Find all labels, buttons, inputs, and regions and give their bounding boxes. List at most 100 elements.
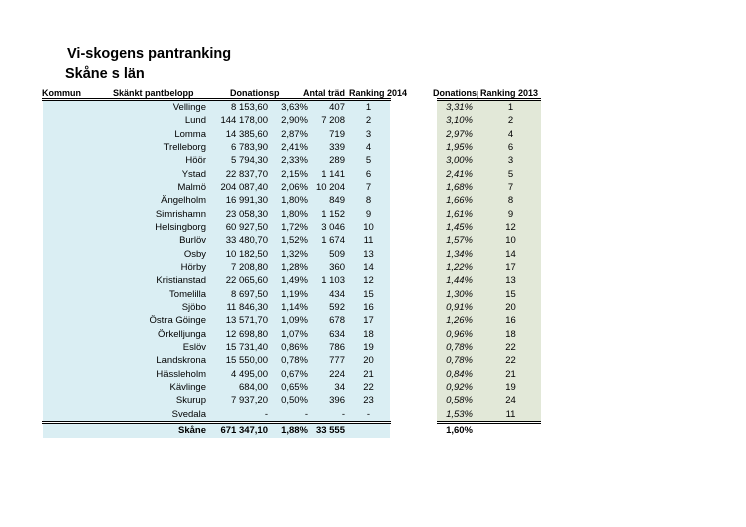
cell-donations-2014: 2,87% <box>281 128 308 140</box>
cell-donations-2013: 1,22% <box>446 261 473 273</box>
cell-donations-2013: 1,68% <box>446 181 473 193</box>
cell-kommun: Simrishamn <box>155 208 206 220</box>
cell-donations-2013: 3,10% <box>446 115 473 127</box>
total-divider-right <box>437 421 541 424</box>
cell-donations-2014: 1,49% <box>281 275 308 287</box>
cell-donations-2013: 0,78% <box>446 355 473 367</box>
cell-kommun: Vellinge <box>172 102 206 113</box>
cell-antal-trad: 786 <box>329 341 345 353</box>
cell-ranking-2014: 21 <box>363 368 374 380</box>
column-header-ranking-2014: Ranking 2014 <box>349 88 408 98</box>
cell-kommun: Trelleborg <box>163 141 206 153</box>
cell-donations-2014: 1,07% <box>281 328 308 340</box>
cell-kommun: Ystad <box>181 168 206 180</box>
cell-donations-2013: 1,44% <box>446 275 473 287</box>
total-donations-2014: 1,88% <box>281 425 308 436</box>
cell-antal-trad: 634 <box>329 328 345 340</box>
cell-ranking-2014: - <box>366 408 371 420</box>
cell-donations-2013: 0,58% <box>446 395 473 407</box>
cell-pantbelopp: 15 550,00 <box>225 355 268 367</box>
cell-ranking-2013: 9 <box>507 208 514 220</box>
cell-kommun: Svedala <box>171 408 206 420</box>
column-header-kommun: Kommun <box>42 88 81 98</box>
cell-ranking-2014: 20 <box>363 355 374 367</box>
cell-donations-2014: 1,28% <box>281 261 308 273</box>
cell-ranking-2013: 2 <box>507 115 514 127</box>
cell-ranking-2013: 13 <box>505 275 516 287</box>
cell-donations-2013: 0,78% <box>446 341 473 353</box>
cell-ranking-2013: 21 <box>505 368 516 380</box>
cell-antal-trad: 3 046 <box>321 221 345 233</box>
total-pantbelopp: 671 347,10 <box>220 425 268 436</box>
cell-kommun: Tomelilla <box>169 288 206 300</box>
header-divider-main <box>42 98 391 101</box>
cell-kommun: Helsingborg <box>155 221 206 233</box>
cell-antal-trad: 289 <box>329 155 345 167</box>
cell-donations-2014: 1,19% <box>281 288 308 300</box>
total-row: Skåne 671 347,10 1,88% 33 555 <box>43 424 390 438</box>
cell-pantbelopp: 16 991,30 <box>225 195 268 207</box>
cell-antal-trad: 396 <box>329 395 345 407</box>
cell-donations-2014: - <box>304 408 308 420</box>
cell-donations-2013: 0,84% <box>446 368 473 380</box>
cell-antal-trad: 360 <box>329 261 345 273</box>
cell-donations-2013: 1,95% <box>446 141 473 153</box>
cell-ranking-2013: 16 <box>505 315 516 327</box>
cell-kommun: Höör <box>185 155 206 167</box>
cell-ranking-2014: 3 <box>365 128 372 140</box>
page-subtitle: Skåne s län <box>65 66 145 82</box>
cell-pantbelopp: 13 571,70 <box>225 315 268 327</box>
cell-kommun: Örkelljunga <box>157 328 206 340</box>
cell-donations-2013: 2,97% <box>446 128 473 140</box>
cell-kommun: Hörby <box>180 261 206 273</box>
cell-kommun: Landskrona <box>156 355 206 367</box>
cell-ranking-2013: 1 <box>507 102 514 113</box>
cell-pantbelopp: 60 927,50 <box>225 221 268 233</box>
cell-donations-2014: 0,78% <box>281 355 308 367</box>
cell-donations-2014: 2,90% <box>281 115 308 127</box>
cell-ranking-2014: 9 <box>365 208 372 220</box>
column-header-pantbelopp: Skänkt pantbelopp <box>113 88 194 98</box>
cell-pantbelopp: - <box>264 408 268 420</box>
cell-ranking-2014: 18 <box>363 328 374 340</box>
total-ranking-2014 <box>347 424 390 438</box>
cell-ranking-2013: 17 <box>505 261 516 273</box>
cell-donations-2014: 1,52% <box>281 235 308 247</box>
cell-antal-trad: 1 152 <box>321 208 345 220</box>
cell-antal-trad: 1 674 <box>321 235 345 247</box>
cell-ranking-2014: 23 <box>363 395 374 407</box>
cell-ranking-2013: 3 <box>507 155 514 167</box>
cell-kommun: Östra Göinge <box>149 315 207 327</box>
cell-kommun: Osby <box>183 248 206 260</box>
cell-ranking-2013: 5 <box>507 168 514 180</box>
cell-donations-2013: 0,91% <box>446 301 473 313</box>
cell-donations-2013: 1,66% <box>446 195 473 207</box>
cell-ranking-2013: 12 <box>505 221 516 233</box>
cell-pantbelopp: 14 385,60 <box>225 128 268 140</box>
cell-donations-2014: 2,06% <box>281 181 308 193</box>
cell-kommun: Lund <box>184 115 206 127</box>
cell-ranking-2014: 19 <box>363 341 374 353</box>
column-header-ranking-2013: Ranking 2013 <box>480 88 539 98</box>
cell-ranking-2013: 24 <box>505 395 516 407</box>
cell-donations-2013: 1,61% <box>446 208 473 220</box>
total-divider-main <box>42 421 391 424</box>
cell-kommun: Kristianstad <box>156 275 206 287</box>
cell-donations-2014: 1,80% <box>281 195 308 207</box>
cell-donations-2013: 1,45% <box>446 221 473 233</box>
total-kommun: Skåne <box>178 425 206 436</box>
cell-ranking-2014: 13 <box>363 248 374 260</box>
cell-ranking-2013: 22 <box>505 341 516 353</box>
cell-donations-2013: 0,92% <box>446 381 473 393</box>
cell-ranking-2014: 7 <box>365 181 372 193</box>
cell-pantbelopp: 144 178,00 <box>220 115 268 127</box>
cell-antal-trad: - <box>341 408 345 420</box>
cell-donations-2014: 0,86% <box>281 341 308 353</box>
cell-ranking-2013: 4 <box>507 128 514 140</box>
cell-kommun: Skurup <box>175 395 206 407</box>
cell-donations-2013: 1,30% <box>446 288 473 300</box>
cell-donations-2014: 1,14% <box>281 301 308 313</box>
cell-ranking-2013: 10 <box>505 235 516 247</box>
cell-pantbelopp: 684,00 <box>238 381 268 393</box>
cell-donations-2014: 0,50% <box>281 395 308 407</box>
